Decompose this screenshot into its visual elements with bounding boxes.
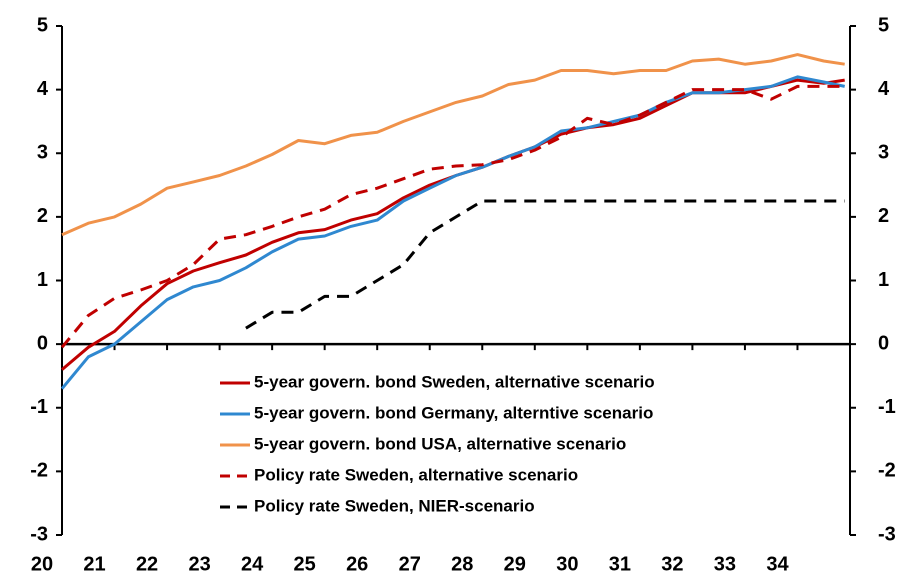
y-tick-label: -2 bbox=[30, 460, 48, 482]
y-tick-label: 5 bbox=[37, 14, 48, 36]
y2-tick-label: 2 bbox=[878, 205, 889, 227]
x-tick-label: 29 bbox=[504, 553, 526, 575]
x-tick-label: 24 bbox=[241, 553, 264, 575]
y-tick-label: -1 bbox=[30, 396, 48, 418]
y2-tick-label: 0 bbox=[878, 332, 889, 354]
x-tick-label: 20 bbox=[31, 553, 53, 575]
y2-tick-label: 5 bbox=[878, 14, 889, 36]
x-tick-label: 31 bbox=[609, 553, 631, 575]
x-tick-label: 33 bbox=[714, 553, 736, 575]
x-tick-label: 23 bbox=[188, 553, 210, 575]
y-tick-label: 0 bbox=[37, 332, 48, 354]
series-line bbox=[245, 199, 845, 330]
y2-tick-label: 3 bbox=[878, 142, 889, 164]
y-tick-label: 3 bbox=[37, 142, 48, 164]
x-tick-label: 21 bbox=[83, 553, 105, 575]
x-tick-label: 22 bbox=[136, 553, 158, 575]
y-tick-label: 4 bbox=[37, 78, 49, 100]
x-tick-label: 34 bbox=[766, 553, 789, 575]
x-tick-label: 26 bbox=[346, 553, 368, 575]
legend-label: Policy rate Sweden, NIER-scenario bbox=[254, 496, 535, 515]
x-tick-label: 27 bbox=[399, 553, 421, 575]
y2-tick-label: -1 bbox=[878, 396, 896, 418]
y-tick-label: 1 bbox=[37, 269, 48, 291]
x-tick-label: 28 bbox=[451, 553, 473, 575]
series-line bbox=[60, 75, 846, 390]
x-tick-label: 25 bbox=[294, 553, 316, 575]
y2-tick-label: 1 bbox=[878, 269, 889, 291]
x-tick-label: 30 bbox=[556, 553, 578, 575]
series-line bbox=[61, 53, 845, 237]
y2-tick-label: -3 bbox=[878, 523, 896, 545]
legend-label: 5-year govern. bond Sweden, alternative … bbox=[254, 372, 655, 391]
legend-label: 5-year govern. bond USA, alternative sce… bbox=[254, 434, 626, 453]
y2-tick-label: 4 bbox=[878, 78, 890, 100]
y2-tick-label: -2 bbox=[878, 460, 896, 482]
series-line bbox=[61, 78, 845, 371]
x-tick-label: 32 bbox=[661, 553, 683, 575]
legend-label: 5-year govern. bond Germany, alterntive … bbox=[254, 403, 653, 422]
legend-label: Policy rate Sweden, alternative scenario bbox=[254, 465, 578, 484]
series-line bbox=[60, 84, 845, 349]
y-tick-label: -3 bbox=[30, 523, 48, 545]
y-tick-label: 2 bbox=[37, 205, 48, 227]
